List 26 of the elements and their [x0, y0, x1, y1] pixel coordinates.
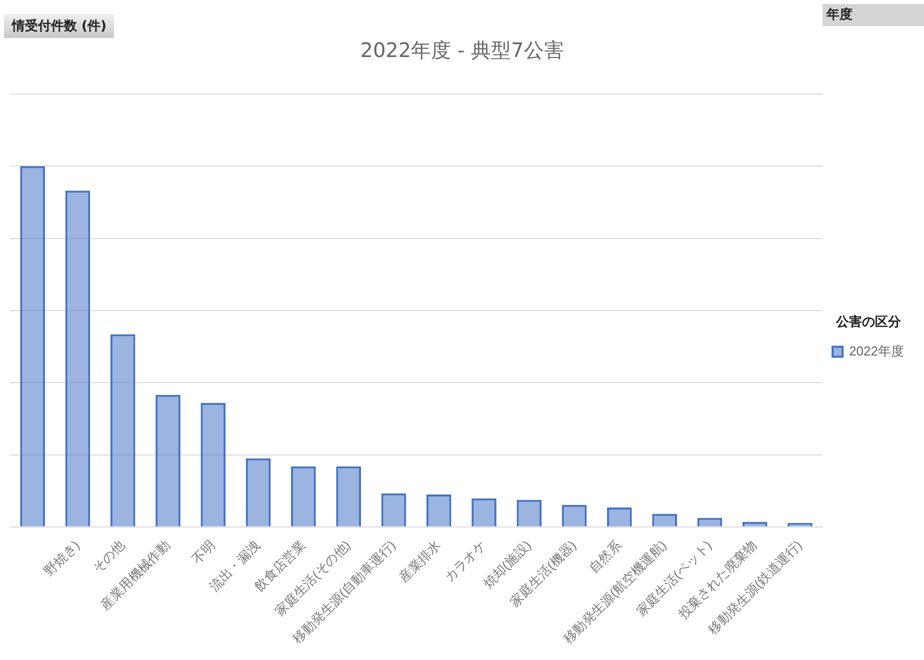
- bar: [381, 493, 406, 526]
- x-tick-label: 野焼き): [41, 537, 82, 579]
- bar: [20, 166, 45, 526]
- bar: [65, 190, 90, 526]
- bar: [156, 394, 180, 526]
- x-tick-label: その他: [89, 537, 128, 576]
- legend-label: 2022年度: [849, 343, 904, 358]
- bar: [697, 518, 722, 526]
- bar: [426, 494, 452, 526]
- bar: [607, 507, 632, 526]
- bar: [652, 514, 677, 526]
- bar: [291, 466, 316, 526]
- bar: [562, 504, 587, 526]
- x-tick-label: 自然系: [586, 537, 624, 576]
- x-tick-label: 産業排水: [396, 537, 444, 585]
- bar: [110, 334, 136, 526]
- text: 情受付件数 (件): [4, 14, 114, 38]
- bar: [472, 498, 496, 526]
- text: 年度: [826, 6, 853, 22]
- x-tick-label: 不明: [188, 537, 218, 566]
- chart-title: 2022年度 - 典型7公害: [360, 38, 564, 62]
- legend-title: 公害の区分: [834, 314, 902, 329]
- bar: [516, 500, 542, 526]
- bar: [200, 402, 226, 526]
- bar: [336, 466, 361, 526]
- bar: [246, 458, 271, 526]
